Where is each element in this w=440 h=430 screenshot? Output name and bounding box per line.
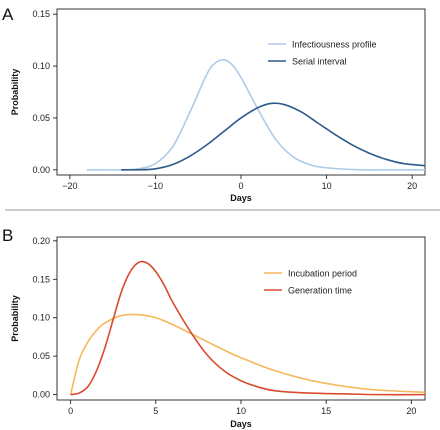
y-axis: 0.00 0.05 0.10 0.15 bbox=[32, 9, 57, 175]
x-axis-title: Days bbox=[230, 419, 252, 429]
x-tick-label: 0 bbox=[238, 181, 243, 191]
series-line-serial-interval bbox=[121, 102, 426, 171]
x-tick-label: 10 bbox=[322, 181, 332, 191]
series-line-infectiousness-profile bbox=[86, 58, 425, 171]
x-tick-label: 20 bbox=[406, 406, 416, 416]
panel-a: A 0.00 0.05 0.10 0.15 −20 −10 0 10 20 Infectiou… bbox=[2, 5, 426, 203]
x-tick-label: 5 bbox=[153, 406, 158, 416]
y-tick-label: 0.15 bbox=[32, 9, 50, 19]
series-line-generation-time bbox=[70, 260, 426, 396]
x-tick-label: 10 bbox=[236, 406, 246, 416]
series-lines bbox=[86, 58, 426, 171]
y-tick-label: 0.00 bbox=[32, 165, 50, 175]
panel-a-letter: A bbox=[2, 5, 14, 24]
x-tick-label: 20 bbox=[407, 181, 417, 191]
panel-b: B 0.00 0.05 0.10 0.15 0.20 0 5 10 15 20 Incubati… bbox=[2, 226, 426, 429]
x-tick-label: 15 bbox=[321, 406, 331, 416]
y-tick-label: 0.20 bbox=[32, 236, 50, 246]
y-tick-label: 0.10 bbox=[32, 61, 50, 71]
y-tick-label: 0.00 bbox=[32, 390, 50, 400]
legend-label: Infectiousness profile bbox=[292, 40, 377, 50]
y-tick-label: 0.10 bbox=[32, 313, 50, 323]
x-tick-label: 0 bbox=[68, 406, 73, 416]
legend-label: Incubation period bbox=[288, 269, 357, 279]
series-lines bbox=[69, 260, 426, 396]
plot-area-frame bbox=[56, 8, 426, 176]
legend-label: Generation time bbox=[288, 286, 352, 296]
y-tick-label: 0.05 bbox=[32, 351, 50, 361]
series-line-incubation-period bbox=[69, 313, 426, 395]
legend-label: Serial interval bbox=[292, 57, 347, 67]
panel-b-letter: B bbox=[2, 226, 13, 245]
y-tick-label: 0.15 bbox=[32, 274, 50, 284]
y-axis: 0.00 0.05 0.10 0.15 0.20 bbox=[32, 236, 57, 400]
x-tick-label: −10 bbox=[148, 181, 163, 191]
y-axis-title: Probability bbox=[10, 295, 20, 342]
x-tick-label: −20 bbox=[62, 181, 77, 191]
legend: Incubation period Generation time bbox=[264, 269, 357, 296]
x-axis-title: Days bbox=[230, 193, 252, 203]
y-axis-title: Probability bbox=[10, 69, 20, 116]
y-tick-label: 0.05 bbox=[32, 113, 50, 123]
x-axis: −20 −10 0 10 20 bbox=[62, 175, 417, 191]
legend: Infectiousness profile Serial interval bbox=[268, 40, 377, 67]
x-axis: 0 5 10 15 20 bbox=[68, 400, 416, 416]
